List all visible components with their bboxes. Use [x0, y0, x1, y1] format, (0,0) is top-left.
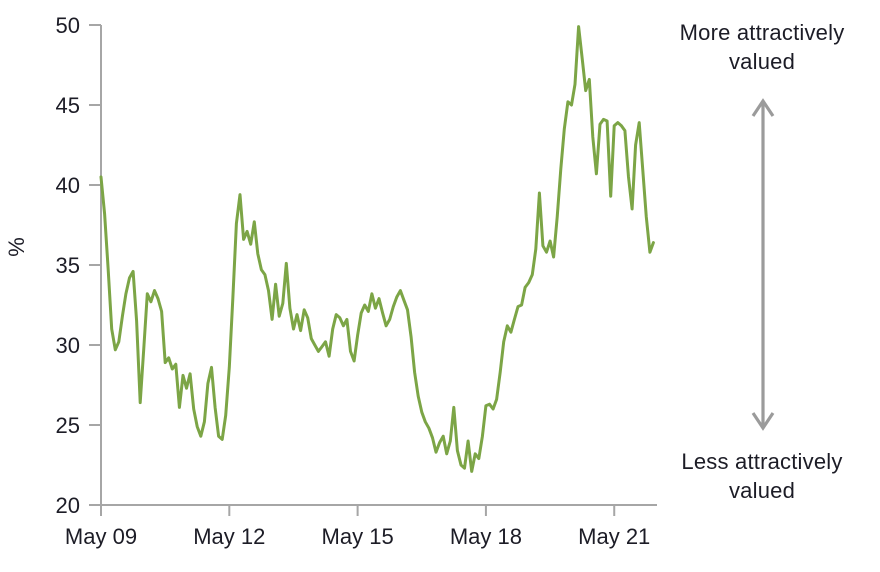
y-axis-label: %: [4, 237, 29, 257]
x-tick-label: May 18: [450, 524, 522, 549]
y-tick-label: 45: [56, 93, 80, 118]
x-tick-label: May 15: [322, 524, 394, 549]
y-tick-label: 20: [56, 493, 80, 518]
y-tick-label: 25: [56, 413, 80, 438]
y-tick-label: 50: [56, 13, 80, 38]
x-tick-label: May 09: [65, 524, 137, 549]
annotation-more-attractively-valued: More attractively valued: [679, 20, 845, 74]
x-tick-label: May 12: [193, 524, 265, 549]
y-tick-label: 30: [56, 333, 80, 358]
y-tick-label: 40: [56, 173, 80, 198]
x-tick-label: May 21: [578, 524, 650, 549]
double-headed-arrow-icon: [751, 98, 775, 431]
y-tick-label: 35: [56, 253, 80, 278]
y-axis-ticks: 20 25 30 35 40 45 50: [56, 13, 101, 518]
annotation-less-attractively-valued: Less attractively valued: [681, 449, 843, 503]
x-axis-ticks: May 09 May 12 May 15 May 18 May 21: [65, 505, 650, 549]
data-line: [99, 25, 655, 473]
